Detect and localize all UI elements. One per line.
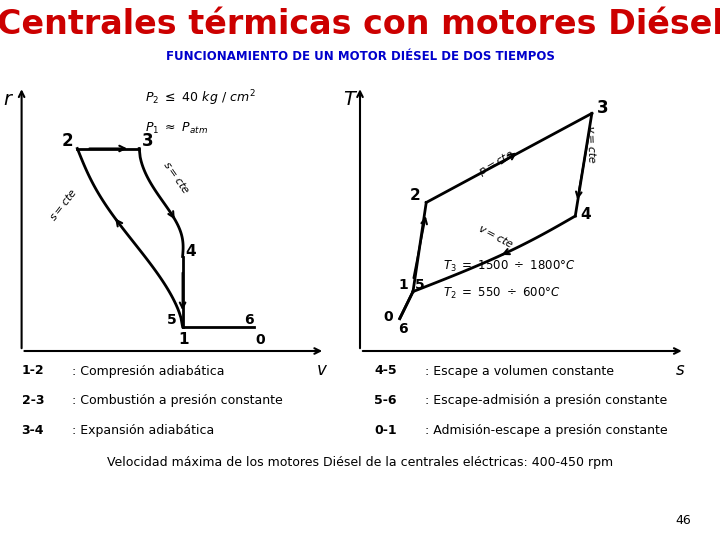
Text: 0: 0 bbox=[383, 310, 393, 325]
Text: 4-5: 4-5 bbox=[374, 364, 397, 377]
Text: 2: 2 bbox=[410, 188, 420, 203]
Text: Centrales térmicas con motores Diésel: Centrales térmicas con motores Diésel bbox=[0, 8, 720, 41]
Text: : Expansión adiabática: : Expansión adiabática bbox=[72, 424, 215, 437]
Text: : Escape-admisión a presión constante: : Escape-admisión a presión constante bbox=[425, 394, 667, 407]
Text: FUNCIONAMIENTO DE UN MOTOR DIÉSEL DE DOS TIEMPOS: FUNCIONAMIENTO DE UN MOTOR DIÉSEL DE DOS… bbox=[166, 50, 554, 63]
Text: 0-1: 0-1 bbox=[374, 424, 397, 437]
Text: 0: 0 bbox=[256, 333, 265, 347]
Text: 1: 1 bbox=[398, 278, 408, 292]
Text: $p=cte$: $p=cte$ bbox=[476, 147, 517, 179]
Text: : Compresión adiabática: : Compresión adiabática bbox=[72, 364, 225, 377]
Text: $P_2\ \leq\ 40\ kg\ /\ cm^2$: $P_2\ \leq\ 40\ kg\ /\ cm^2$ bbox=[145, 89, 256, 109]
Text: 5: 5 bbox=[415, 278, 424, 292]
Text: $T_2\ =\ 550\ \div\ 600°C$: $T_2\ =\ 550\ \div\ 600°C$ bbox=[443, 286, 561, 301]
Text: 2: 2 bbox=[62, 132, 73, 150]
Text: $T$: $T$ bbox=[343, 90, 359, 110]
Text: 46: 46 bbox=[675, 514, 691, 526]
Text: $v=cte$: $v=cte$ bbox=[585, 125, 598, 164]
Text: 6: 6 bbox=[398, 322, 408, 336]
Text: $s$: $s$ bbox=[675, 361, 685, 379]
Text: 6: 6 bbox=[245, 313, 254, 327]
Text: 1-2: 1-2 bbox=[22, 364, 44, 377]
Text: 3-4: 3-4 bbox=[22, 424, 44, 437]
Text: 5-6: 5-6 bbox=[374, 394, 397, 407]
Text: $s=cte$: $s=cte$ bbox=[161, 158, 193, 197]
Text: : Escape a volumen constante: : Escape a volumen constante bbox=[425, 364, 613, 377]
Text: 1: 1 bbox=[178, 332, 189, 347]
Text: 4: 4 bbox=[186, 245, 197, 260]
Text: $s=cte$: $s=cte$ bbox=[46, 186, 79, 224]
Text: 3: 3 bbox=[143, 132, 154, 150]
Text: Velocidad máxima de los motores Diésel de la centrales eléctricas: 400-450 rpm: Velocidad máxima de los motores Diésel d… bbox=[107, 456, 613, 469]
Text: 5: 5 bbox=[167, 313, 177, 327]
Text: $v=cte$: $v=cte$ bbox=[476, 221, 516, 251]
Text: : Combustión a presión constante: : Combustión a presión constante bbox=[72, 394, 283, 407]
Text: : Admisión-escape a presión constante: : Admisión-escape a presión constante bbox=[425, 424, 667, 437]
Text: $v$: $v$ bbox=[315, 361, 328, 379]
Text: 2-3: 2-3 bbox=[22, 394, 44, 407]
Text: $r$: $r$ bbox=[3, 90, 14, 110]
Text: 3: 3 bbox=[597, 99, 608, 117]
Text: $P_1\ \approx\ P_{atm}$: $P_1\ \approx\ P_{atm}$ bbox=[145, 122, 209, 137]
Text: $T_3\ =\ 1500\ \div\ 1800°C$: $T_3\ =\ 1500\ \div\ 1800°C$ bbox=[443, 259, 575, 274]
Text: 4: 4 bbox=[580, 207, 591, 222]
